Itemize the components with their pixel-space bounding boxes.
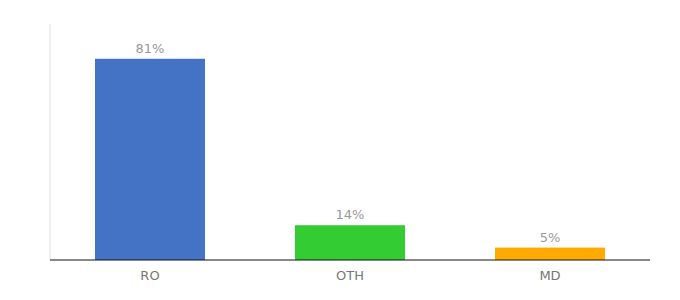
data-label: 81% [136,41,165,56]
bar [295,225,405,260]
data-label: 5% [540,230,561,245]
bar [495,248,605,260]
bar [95,59,205,260]
chart-svg: 81% 14% 5% RO OTH MD [0,0,680,300]
data-label: 14% [336,207,365,222]
chart-container: 81% 14% 5% RO OTH MD [0,0,680,300]
x-tick-label: OTH [336,268,364,283]
x-tick-label: RO [140,268,159,283]
x-axis-line [50,260,650,261]
x-tick-label: MD [539,268,560,283]
bars [95,59,605,260]
y-axis-line [50,24,51,260]
